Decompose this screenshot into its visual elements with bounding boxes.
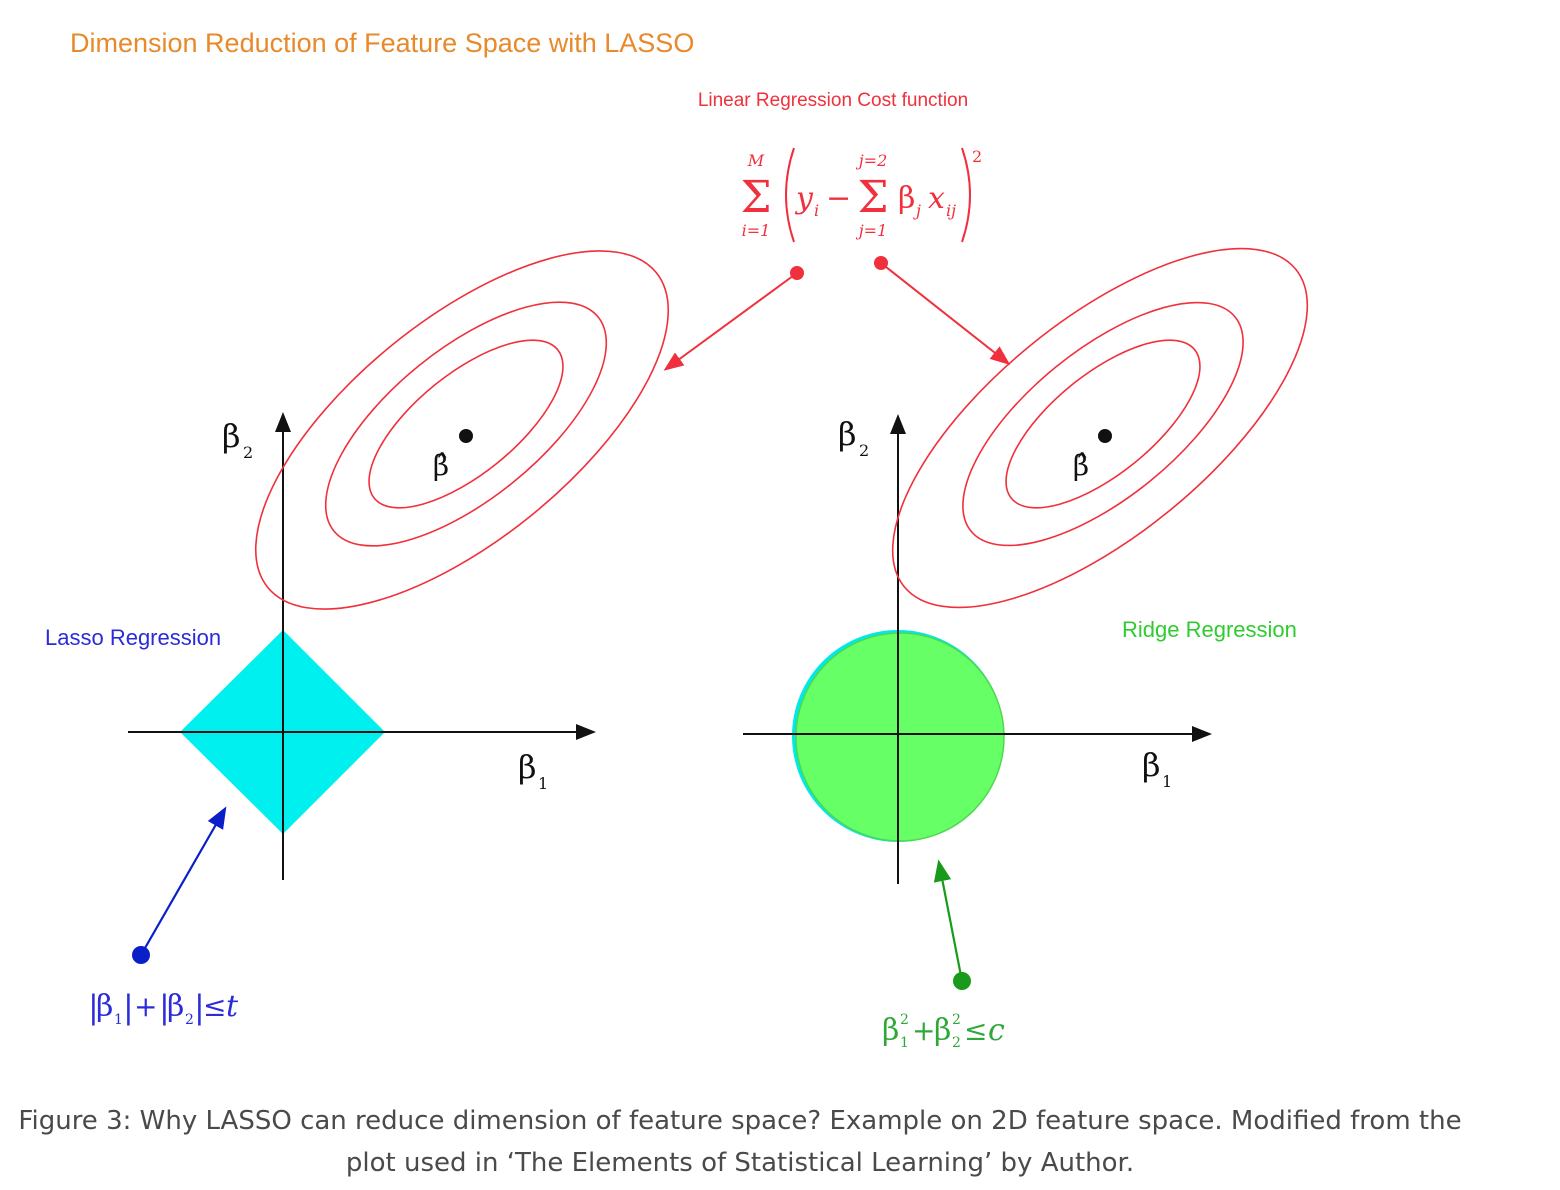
lasso-contour-middle bbox=[324, 301, 608, 547]
ridge-regression-label: Ridge Regression bbox=[1122, 617, 1297, 642]
figure-caption: Figure 3: Why LASSO can reduce dimension… bbox=[0, 1100, 1480, 1184]
ridge-formula-plus: + bbox=[912, 1014, 935, 1047]
lasso-formula-le: ≤ bbox=[203, 990, 226, 1023]
ridge-constraint-formula: β 2 1 + β 2 2 ≤ c bbox=[882, 1012, 1005, 1051]
ridge-contours bbox=[891, 247, 1309, 609]
ridge-axis-y-label: β bbox=[838, 415, 857, 453]
ridge-contour-inner bbox=[1005, 339, 1201, 509]
formula-inner-lower: j=1 bbox=[856, 221, 888, 240]
lasso-axis-y-sub: 2 bbox=[243, 443, 253, 462]
caption-line-1: Figure 3: Why LASSO can reduce dimension… bbox=[18, 1106, 1462, 1136]
lasso-formula-bar: | bbox=[194, 988, 205, 1026]
ridge-beta-hat-label: β̂ bbox=[1073, 449, 1089, 482]
lasso-formula-bar: | bbox=[88, 988, 99, 1026]
formula-x-sub: ij bbox=[946, 201, 956, 220]
lasso-formula-sub1: 1 bbox=[114, 1012, 123, 1028]
caption-line-2: plot used in ‘The Elements of Statistica… bbox=[345, 1148, 1135, 1178]
lasso-formula-b1: β bbox=[96, 989, 113, 1024]
formula-exponent: 2 bbox=[972, 147, 982, 166]
lasso-beta-hat-label: β̂ bbox=[433, 449, 449, 482]
formula-y-sub: i bbox=[814, 201, 819, 220]
formula-x: x bbox=[928, 181, 945, 216]
lasso-formula-plus: + bbox=[134, 990, 157, 1023]
lasso-axis-x-label: β bbox=[518, 748, 537, 786]
cost-function-formula: M Σ i=1 y i − j=2 Σ j=1 β j x ij 2 bbox=[740, 147, 982, 243]
formula-y: y bbox=[794, 181, 814, 216]
lasso-axis-y-label: β bbox=[222, 417, 241, 455]
lasso-formula-b2: β bbox=[167, 989, 184, 1024]
lasso-contour-outer bbox=[254, 250, 670, 610]
ridge-formula-sup2: 2 bbox=[952, 1012, 961, 1028]
formula-left-paren bbox=[785, 147, 795, 243]
ridge-constraint-circle bbox=[795, 632, 1005, 842]
ridge-axis-x-label: β bbox=[1142, 746, 1161, 784]
lasso-formula-t: t bbox=[226, 989, 239, 1024]
lasso-beta-hat-point bbox=[459, 429, 473, 443]
lasso-formula-sub2: 2 bbox=[185, 1012, 194, 1028]
cost-function-label: Linear Regression Cost function bbox=[698, 90, 968, 111]
ridge-formula-b2: β bbox=[934, 1013, 951, 1048]
cost-arrow-left bbox=[663, 272, 798, 371]
lasso-formula-bar: | bbox=[123, 988, 134, 1026]
ridge-arrow bbox=[933, 859, 964, 982]
ridge-formula-sub1: 1 bbox=[900, 1035, 909, 1051]
lasso-arrow bbox=[140, 806, 227, 956]
formula-right-paren bbox=[961, 147, 971, 243]
ridge-formula-b1: β bbox=[882, 1013, 899, 1048]
formula-beta-sub: j bbox=[913, 201, 921, 220]
ridge-contour-outer bbox=[891, 247, 1309, 609]
lasso-contours bbox=[254, 250, 670, 610]
ridge-axis-y-sub: 2 bbox=[859, 441, 869, 460]
formula-beta: β bbox=[898, 181, 915, 216]
ridge-beta-hat-point bbox=[1098, 429, 1112, 443]
formula-sigma-inner: Σ bbox=[857, 172, 888, 223]
ridge-panel: β̂ β 2 β 1 Ridge Regression β 2 1 + β 2 … bbox=[743, 247, 1309, 1051]
figure-title: Dimension Reduction of Feature Space wit… bbox=[70, 28, 695, 58]
ridge-formula-sub2: 2 bbox=[952, 1035, 961, 1051]
lasso-constraint-formula: | β 1 | + | β 2 | ≤ t bbox=[88, 988, 239, 1028]
lasso-axis-x-sub: 1 bbox=[538, 774, 548, 793]
lasso-panel: β̂ β 2 β 1 Lasso Regression | β 1 | + | … bbox=[45, 250, 670, 1028]
formula-minus: − bbox=[826, 181, 851, 216]
formula-sum-upper: M bbox=[747, 151, 765, 170]
lasso-regression-label: Lasso Regression bbox=[45, 625, 221, 650]
formula-inner-upper: j=2 bbox=[856, 151, 888, 170]
lasso-formula-bar: | bbox=[159, 988, 170, 1026]
formula-sigma-outer: Σ bbox=[740, 172, 771, 223]
ridge-contour-middle bbox=[962, 301, 1244, 547]
cost-arrow-right bbox=[880, 262, 1011, 365]
ridge-formula-c: c bbox=[988, 1013, 1005, 1048]
ridge-axis-x-sub: 1 bbox=[1162, 772, 1172, 791]
ridge-formula-sup1: 2 bbox=[900, 1012, 909, 1028]
ridge-formula-le: ≤ bbox=[964, 1014, 987, 1047]
lasso-contour-inner bbox=[368, 339, 564, 509]
formula-sum-lower: i=1 bbox=[742, 221, 771, 240]
